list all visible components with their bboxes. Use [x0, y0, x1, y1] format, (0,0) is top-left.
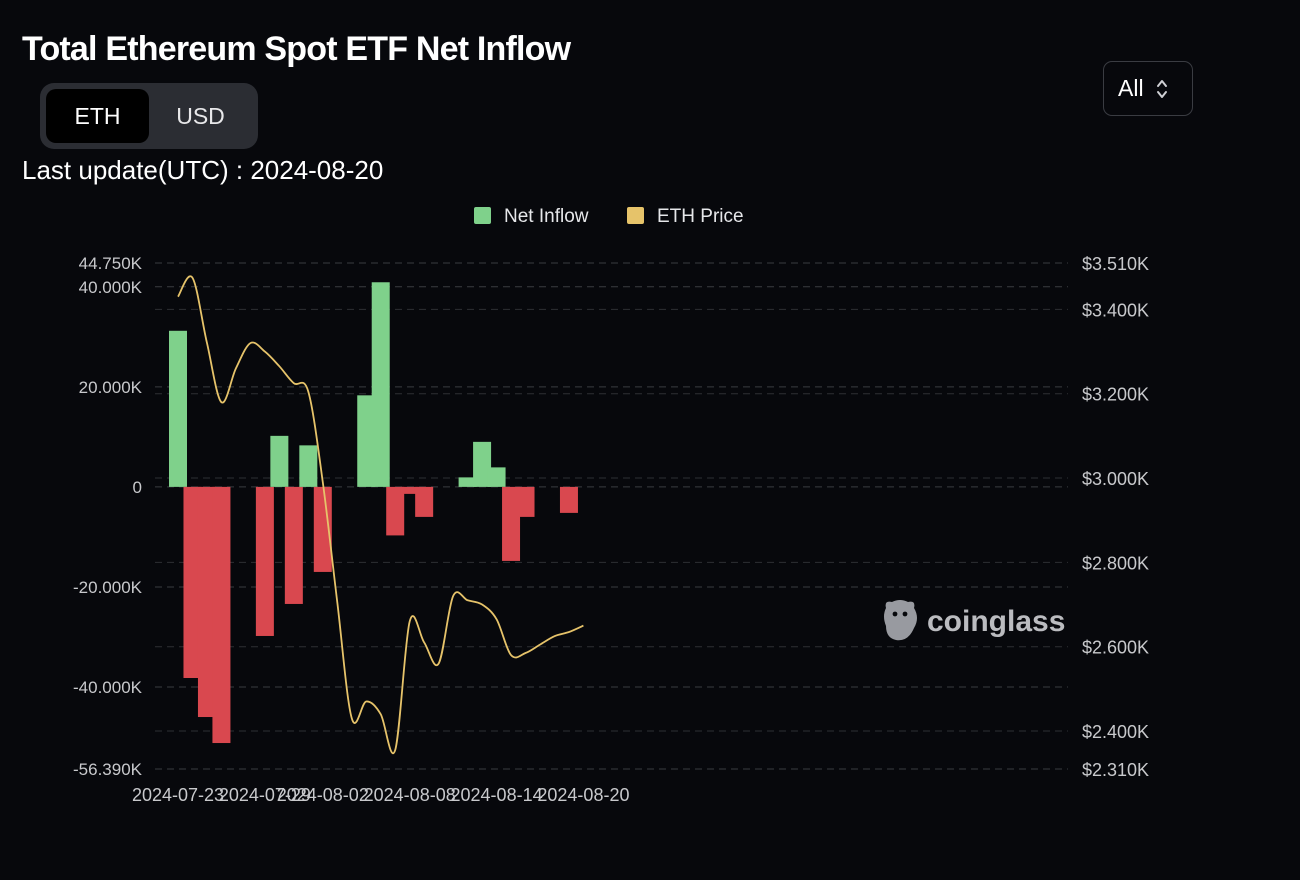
- x-tick-label: 2024-07-23: [132, 785, 224, 805]
- net-inflow-bar: [169, 330, 187, 487]
- y-right-tick-label: $3.400K: [1082, 300, 1149, 320]
- net-inflow-bar: [197, 486, 216, 718]
- net-inflow-bars: [169, 282, 578, 744]
- y-right-tick-label: $2.310K: [1082, 760, 1149, 780]
- y-right-tick-label: $3.510K: [1082, 254, 1149, 274]
- net-inflow-bar: [212, 486, 231, 744]
- unit-toggle-eth[interactable]: ETH: [46, 89, 149, 143]
- x-tick-label: 2024-08-14: [451, 785, 543, 805]
- legend-swatch-net-inflow: [474, 207, 491, 224]
- net-inflow-bar: [183, 486, 202, 678]
- y-left-tick-label: -20.000K: [73, 578, 143, 597]
- legend: Net Inflow ETH Price: [474, 206, 744, 227]
- y-left-tick-label: 44.750K: [79, 254, 143, 273]
- y-right-tick-label: $2.600K: [1082, 638, 1149, 658]
- y-right-tick-label: $3.200K: [1082, 385, 1149, 405]
- legend-label-net-inflow[interactable]: Net Inflow: [504, 206, 589, 227]
- range-select[interactable]: All: [1103, 61, 1193, 116]
- net-inflow-bar: [313, 486, 332, 572]
- unit-toggle[interactable]: ETH USD: [40, 83, 258, 149]
- range-select-value: All: [1118, 75, 1144, 101]
- y-right-tick-label: $2.800K: [1082, 553, 1149, 573]
- net-inflow-bar: [458, 477, 477, 487]
- y-left-tick-label: 40.000K: [79, 278, 143, 297]
- net-inflow-bar: [502, 486, 521, 561]
- x-tick-label: 2024-08-08: [364, 785, 456, 805]
- net-inflow-bar: [400, 486, 419, 494]
- net-inflow-bar: [255, 486, 274, 636]
- net-inflow-bar: [473, 441, 492, 487]
- net-inflow-bar: [371, 282, 390, 487]
- x-tick-label: 2024-07-29: [219, 785, 311, 805]
- chevron-up-down-icon: [1156, 77, 1168, 101]
- x-tick-label: 2024-08-02: [277, 785, 369, 805]
- unit-toggle-usd[interactable]: USD: [176, 102, 225, 129]
- net-inflow-bar: [270, 435, 289, 487]
- y-left-tick-label: -56.390K: [73, 760, 143, 779]
- net-inflow-bar: [357, 395, 376, 487]
- legend-swatch-eth-price: [627, 207, 644, 224]
- eth-price-line-group: [177, 275, 584, 755]
- net-inflow-bar: [415, 486, 434, 517]
- y-left-tick-label: -40.000K: [73, 678, 143, 697]
- chart-title: Total Ethereum Spot ETF Net Inflow: [22, 30, 571, 68]
- net-inflow-bar: [284, 486, 303, 604]
- net-inflow-bar: [299, 445, 318, 487]
- eth-price-line: [177, 275, 584, 755]
- net-inflow-bar: [559, 486, 578, 513]
- watermark-text: coinglass: [927, 605, 1065, 638]
- grid-lines: [155, 262, 1068, 770]
- net-inflow-bar: [516, 486, 535, 517]
- x-tick-label: 2024-08-20: [537, 785, 629, 805]
- legend-label-eth-price[interactable]: ETH Price: [657, 206, 744, 227]
- coinglass-logo-icon: [884, 600, 917, 641]
- net-inflow-bar: [386, 486, 405, 536]
- axis-labels: 44.750K 40.000K 20.000K 0 -20.000K -40.000K -5…: [73, 254, 1149, 805]
- net-inflow-bar: [487, 467, 506, 487]
- last-update-label: Last update(UTC) : 2024-08-20: [22, 155, 384, 185]
- y-right-tick-label: $2.400K: [1082, 722, 1149, 742]
- y-left-tick-label: 20.000K: [79, 378, 143, 397]
- y-right-tick-label: $3.000K: [1082, 469, 1149, 489]
- y-left-tick-label: 0: [133, 478, 142, 497]
- coinglass-watermark: coinglass: [884, 600, 1065, 641]
